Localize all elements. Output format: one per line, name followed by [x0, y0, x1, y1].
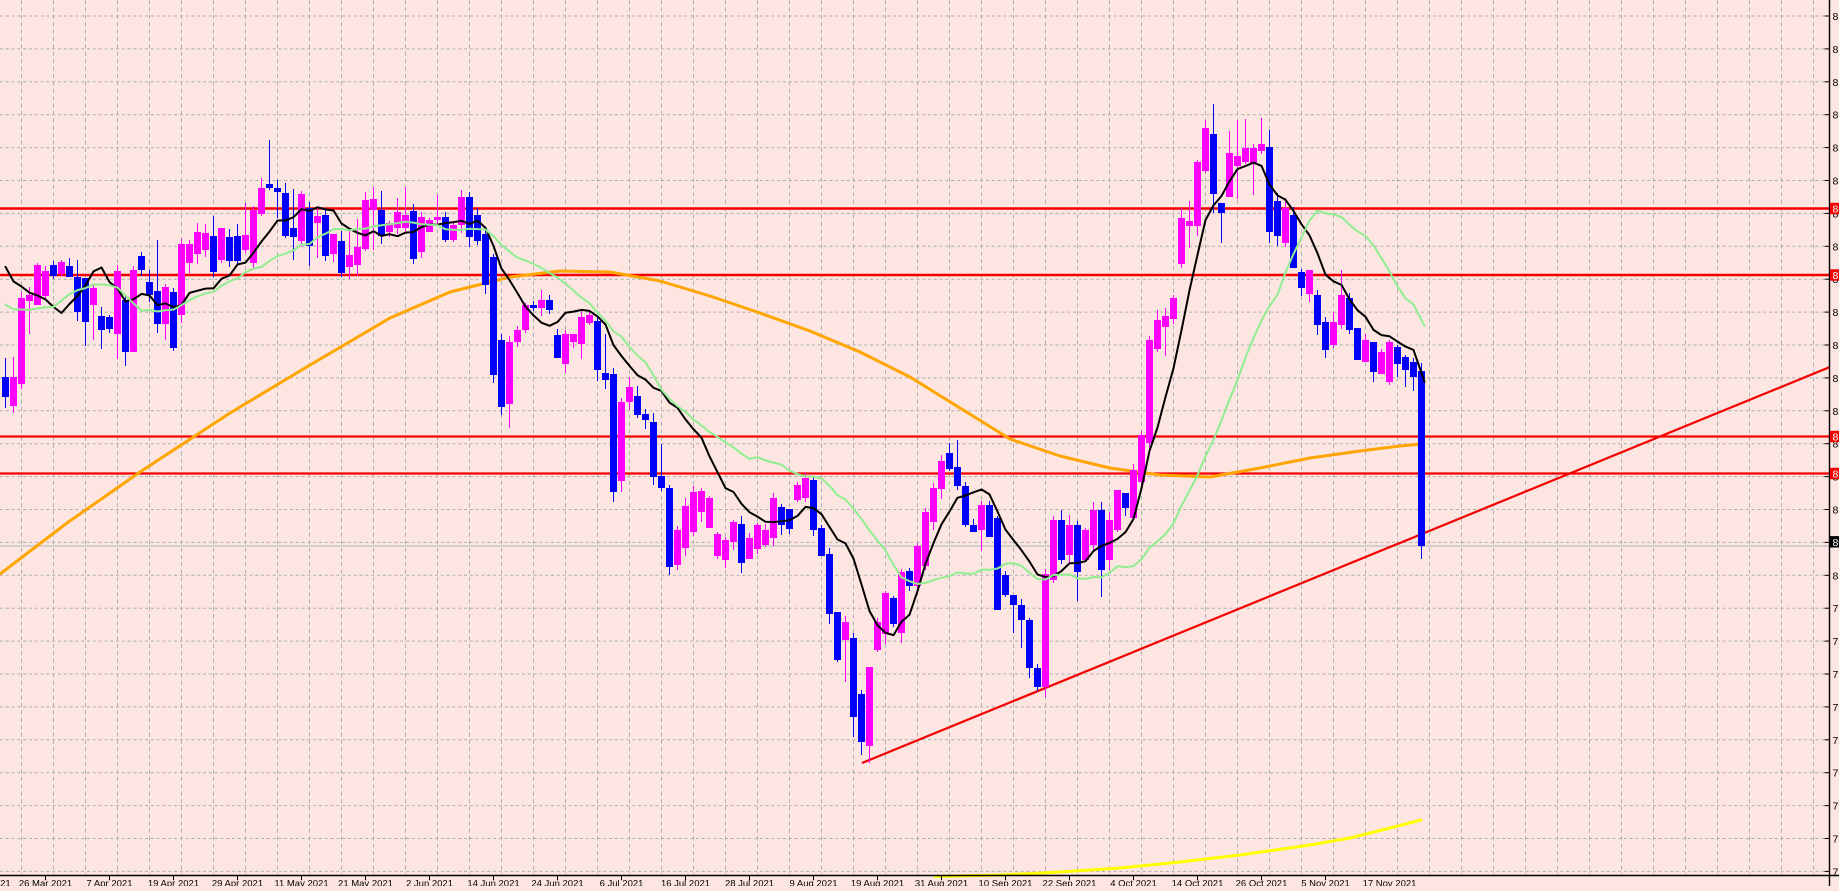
svg-text:79: 79 — [1833, 636, 1839, 648]
svg-text:26 Oct 2021: 26 Oct 2021 — [1236, 878, 1288, 886]
svg-text:26 Mar 2021: 26 Mar 2021 — [19, 878, 72, 886]
svg-text:85: 85 — [1833, 432, 1839, 444]
svg-text:85: 85 — [1833, 11, 1839, 23]
svg-text:5 Nov 2021: 5 Nov 2021 — [1301, 878, 1350, 886]
svg-text:85: 85 — [1833, 373, 1839, 385]
svg-text:31 Aug 2021: 31 Aug 2021 — [915, 878, 968, 886]
svg-text:79: 79 — [1833, 834, 1839, 846]
svg-text:85: 85 — [1833, 241, 1839, 253]
svg-text:29 Apr 2021: 29 Apr 2021 — [212, 878, 263, 886]
svg-text:85: 85 — [1833, 110, 1839, 122]
svg-text:85: 85 — [1833, 270, 1839, 282]
svg-text:14 Jun 2021: 14 Jun 2021 — [467, 878, 519, 886]
svg-text:24 Jun 2021: 24 Jun 2021 — [531, 878, 583, 886]
svg-text:79: 79 — [1833, 669, 1839, 681]
svg-text:85: 85 — [1833, 469, 1839, 481]
svg-text:85: 85 — [1833, 77, 1839, 89]
svg-text:85: 85 — [1833, 505, 1839, 517]
svg-text:28 Jul 2021: 28 Jul 2021 — [725, 878, 774, 886]
svg-text:19 Apr 2021: 19 Apr 2021 — [148, 878, 199, 886]
svg-text:17 Nov 2021: 17 Nov 2021 — [1363, 878, 1417, 886]
svg-text:10 Sep 2021: 10 Sep 2021 — [979, 878, 1033, 886]
svg-text:22 Sep 2021: 22 Sep 2021 — [1043, 878, 1097, 886]
svg-text:79: 79 — [1833, 735, 1839, 747]
svg-text:85: 85 — [1833, 570, 1839, 582]
svg-text:85: 85 — [1833, 406, 1839, 418]
svg-text:85: 85 — [1833, 307, 1839, 319]
svg-text:85: 85 — [1833, 44, 1839, 56]
svg-text:21 May 2021: 21 May 2021 — [338, 878, 393, 886]
svg-text:2 Jun 2021: 2 Jun 2021 — [406, 878, 453, 886]
svg-text:16 Jul 2021: 16 Jul 2021 — [661, 878, 710, 886]
svg-text:4 Oct 2021: 4 Oct 2021 — [1110, 878, 1156, 886]
svg-text:16 Mar 2021: 16 Mar 2021 — [0, 878, 11, 886]
svg-text:80: 80 — [1833, 537, 1839, 549]
svg-text:6 Jul 2021: 6 Jul 2021 — [600, 878, 644, 886]
svg-text:79: 79 — [1833, 768, 1839, 780]
svg-text:9 Aug 2021: 9 Aug 2021 — [789, 878, 837, 886]
svg-text:85: 85 — [1833, 204, 1839, 216]
svg-text:79: 79 — [1833, 801, 1839, 813]
svg-text:7 Apr 2021: 7 Apr 2021 — [87, 878, 133, 886]
svg-text:85: 85 — [1833, 143, 1839, 155]
svg-text:11 May 2021: 11 May 2021 — [274, 878, 328, 886]
svg-text:85: 85 — [1833, 176, 1839, 188]
svg-text:79: 79 — [1833, 866, 1839, 878]
svg-text:14 Oct 2021: 14 Oct 2021 — [1172, 878, 1224, 886]
svg-text:79: 79 — [1833, 603, 1839, 615]
svg-text:85: 85 — [1833, 340, 1839, 352]
svg-text:79: 79 — [1833, 702, 1839, 714]
svg-text:19 Aug 2021: 19 Aug 2021 — [851, 878, 904, 886]
